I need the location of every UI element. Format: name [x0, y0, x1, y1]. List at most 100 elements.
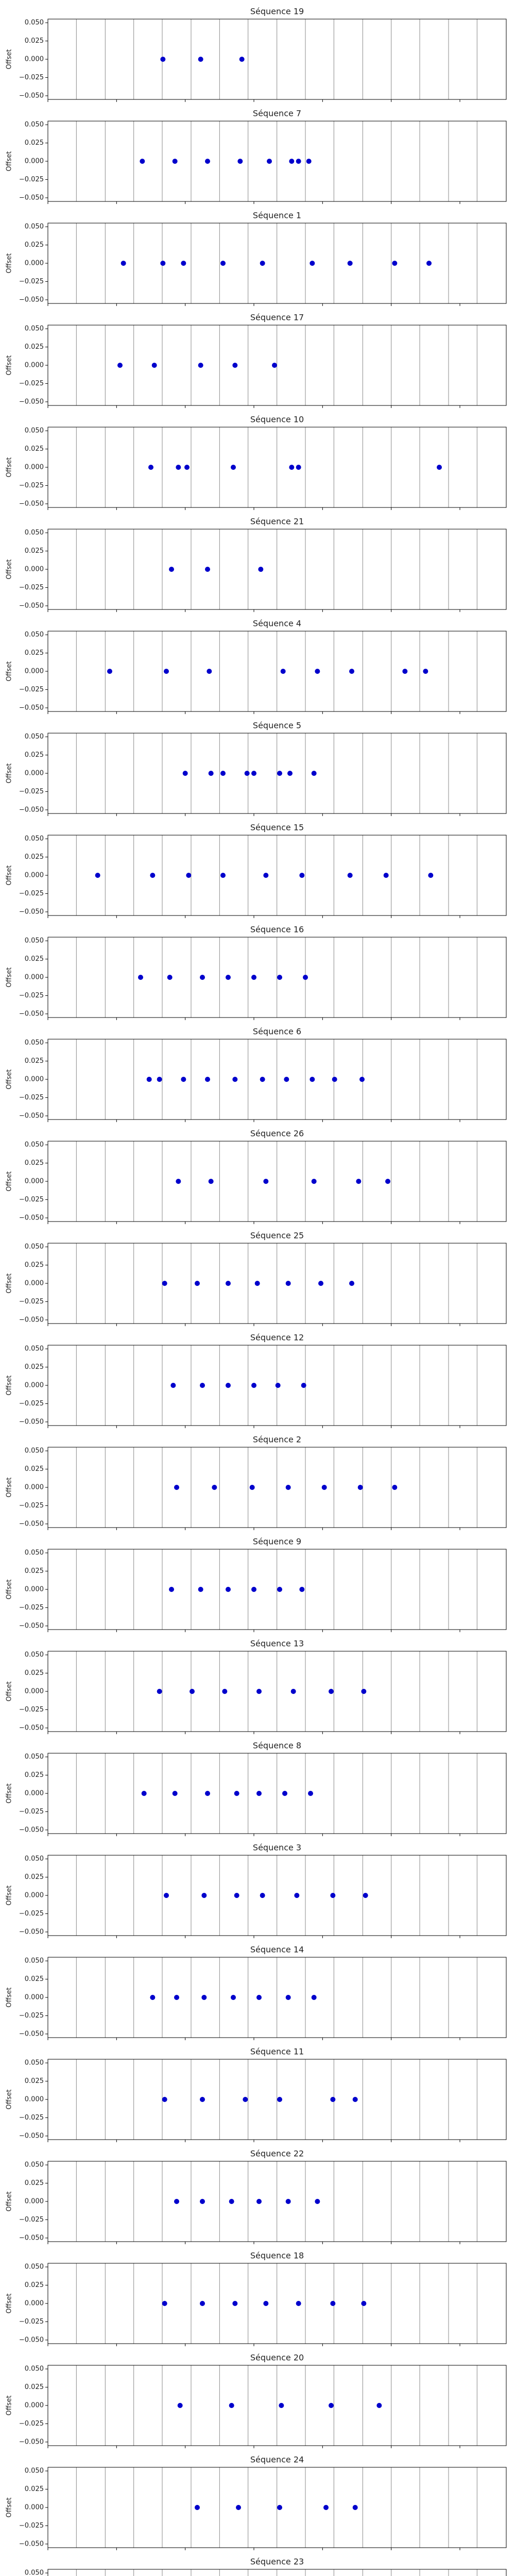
y-tick-label: 0.050	[25, 2263, 44, 2271]
point	[222, 1689, 228, 1694]
plot-frame	[47, 223, 507, 304]
point	[306, 159, 312, 164]
point	[174, 2199, 179, 2204]
point	[162, 2097, 167, 2102]
point	[392, 261, 398, 266]
point	[256, 2199, 262, 2204]
point	[157, 1689, 162, 1694]
y-tick-label: 0.025	[25, 1465, 44, 1473]
chart-title: Séquence 22	[250, 2149, 304, 2159]
y-tick-label: −0.025	[19, 2420, 44, 2428]
point	[277, 2505, 282, 2510]
chart-title: Séquence 20	[250, 2353, 304, 2363]
plot-frame	[47, 325, 507, 406]
point	[296, 465, 301, 470]
point	[200, 2199, 205, 2204]
y-tick-label: 0.025	[25, 955, 44, 963]
point	[308, 1791, 313, 1796]
y-tick-label: −0.050	[19, 2438, 44, 2446]
y-axis-label: Offset	[6, 967, 13, 987]
plot-frame	[47, 1957, 507, 2038]
y-axis-label: Offset	[6, 1069, 13, 1089]
y-tick-label: 0.000	[25, 1994, 44, 2002]
chart-title: Séquence 3	[253, 1843, 301, 1853]
y-tick-label: 0.000	[25, 1076, 44, 1083]
point	[200, 1383, 205, 1388]
y-tick-label: 0.050	[25, 733, 44, 741]
plot-frame	[47, 1549, 507, 1630]
chart-title: Séquence 11	[250, 2047, 304, 2057]
y-tick-label: 0.050	[25, 2569, 44, 2576]
point	[277, 975, 282, 980]
point	[220, 771, 226, 776]
point	[164, 1893, 169, 1898]
point	[299, 1587, 305, 1592]
plot-frame	[47, 937, 507, 1018]
point	[186, 873, 192, 878]
point	[190, 1689, 195, 1694]
y-axis-label: Offset	[6, 2191, 13, 2211]
point	[181, 1077, 186, 1082]
point	[229, 2403, 234, 2408]
point	[249, 1485, 255, 1490]
y-tick-label: 0.025	[25, 1771, 44, 1779]
point	[349, 1281, 354, 1286]
point	[207, 669, 212, 674]
y-tick-label: 0.000	[25, 158, 44, 165]
point	[287, 771, 293, 776]
y-axis-label: Offset	[6, 559, 13, 579]
point	[376, 2403, 382, 2408]
plot-frame	[47, 427, 507, 508]
y-axis-label: Offset	[6, 253, 13, 273]
plot-frame	[47, 733, 507, 814]
point	[231, 1995, 236, 2000]
y-tick-label: −0.025	[19, 1502, 44, 1510]
point	[205, 1077, 210, 1082]
y-axis-label: Offset	[6, 1681, 13, 1701]
point	[284, 1077, 289, 1082]
point	[195, 2505, 200, 2510]
point	[148, 465, 153, 470]
point	[201, 1893, 207, 1898]
point	[383, 873, 389, 878]
point	[423, 669, 428, 674]
plot-frame	[47, 2059, 507, 2140]
point	[237, 159, 243, 164]
point	[205, 567, 210, 572]
plot-frame	[47, 835, 507, 916]
point	[277, 771, 282, 776]
point	[251, 1383, 256, 1388]
point	[280, 669, 286, 674]
y-tick-label: 0.050	[25, 2365, 44, 2373]
point	[357, 1485, 363, 1490]
y-tick-label: 0.025	[25, 751, 44, 759]
y-tick-label: 0.050	[25, 223, 44, 231]
y-axis-label: Offset	[6, 865, 13, 885]
point	[167, 975, 173, 980]
point	[356, 1179, 362, 1184]
point	[329, 1689, 334, 1694]
y-tick-label: 0.025	[25, 649, 44, 657]
point	[296, 2301, 301, 2306]
y-tick-label: −0.025	[19, 1094, 44, 1101]
point	[347, 261, 353, 266]
y-tick-label: −0.025	[19, 176, 44, 183]
y-tick-label: 0.025	[25, 2485, 44, 2493]
y-tick-label: −0.025	[19, 1196, 44, 1204]
y-tick-label: 0.025	[25, 2281, 44, 2289]
y-tick-label: 0.050	[25, 1651, 44, 1659]
y-tick-label: −0.050	[19, 1826, 44, 1834]
y-tick-label: 0.050	[25, 937, 44, 945]
point	[176, 1179, 181, 1184]
point	[272, 363, 277, 368]
point	[260, 1077, 265, 1082]
y-axis-label: Offset	[6, 1987, 13, 2007]
y-tick-label: 0.000	[25, 872, 44, 879]
point	[359, 1077, 365, 1082]
chart-title: Séquence 23	[250, 2557, 304, 2567]
point	[226, 1383, 231, 1388]
y-tick-label: −0.025	[19, 278, 44, 285]
point	[117, 363, 123, 368]
y-tick-label: 0.000	[25, 2504, 44, 2512]
y-tick-label: 0.000	[25, 2198, 44, 2206]
